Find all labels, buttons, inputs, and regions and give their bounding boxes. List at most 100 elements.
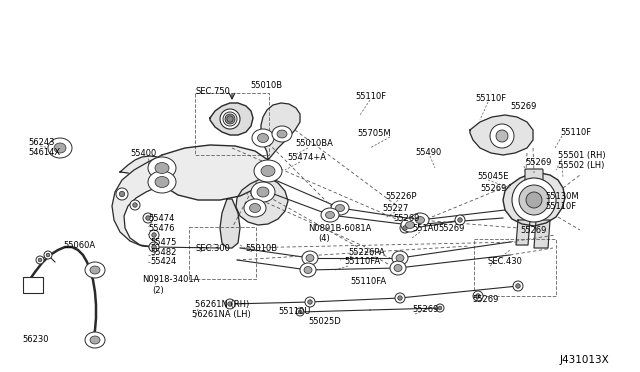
Text: (2): (2) xyxy=(152,285,164,295)
Ellipse shape xyxy=(90,266,100,274)
Circle shape xyxy=(149,242,159,252)
Text: 55476: 55476 xyxy=(148,224,175,232)
Text: 55269: 55269 xyxy=(525,157,552,167)
Polygon shape xyxy=(470,115,533,155)
Ellipse shape xyxy=(155,176,169,187)
Ellipse shape xyxy=(302,251,318,265)
Text: SEC.750: SEC.750 xyxy=(196,87,231,96)
Text: 55110F: 55110F xyxy=(545,202,576,211)
Text: SEC.430: SEC.430 xyxy=(488,257,523,266)
FancyBboxPatch shape xyxy=(23,277,43,293)
Text: N0918-3401A: N0918-3401A xyxy=(142,276,200,285)
Circle shape xyxy=(395,293,405,303)
Ellipse shape xyxy=(331,201,349,215)
Circle shape xyxy=(496,130,508,142)
Circle shape xyxy=(512,178,556,222)
Circle shape xyxy=(223,112,237,126)
Circle shape xyxy=(458,218,462,222)
Ellipse shape xyxy=(48,138,72,158)
Circle shape xyxy=(46,253,50,257)
Circle shape xyxy=(305,297,315,307)
Text: 55269: 55269 xyxy=(393,214,419,222)
Ellipse shape xyxy=(272,126,292,142)
Text: 55705M: 55705M xyxy=(357,128,390,138)
Text: 55269: 55269 xyxy=(472,295,499,305)
Circle shape xyxy=(146,216,150,220)
Circle shape xyxy=(476,294,480,298)
Ellipse shape xyxy=(390,261,406,275)
Circle shape xyxy=(298,310,302,314)
Circle shape xyxy=(132,203,137,207)
Circle shape xyxy=(225,299,235,309)
Text: 54614X: 54614X xyxy=(28,148,60,157)
Circle shape xyxy=(490,124,514,148)
Ellipse shape xyxy=(406,221,415,228)
Text: 55269: 55269 xyxy=(438,224,465,232)
Text: 56230: 56230 xyxy=(22,336,49,344)
Ellipse shape xyxy=(244,199,266,217)
Polygon shape xyxy=(503,173,565,226)
Text: 55010B: 55010B xyxy=(250,80,282,90)
Text: 55060A: 55060A xyxy=(63,241,95,250)
Text: 55474+A: 55474+A xyxy=(287,153,326,161)
Circle shape xyxy=(403,226,407,230)
Polygon shape xyxy=(236,177,288,225)
Polygon shape xyxy=(516,220,530,245)
Ellipse shape xyxy=(257,134,269,142)
Circle shape xyxy=(225,114,235,124)
Ellipse shape xyxy=(257,187,269,197)
Ellipse shape xyxy=(254,160,282,182)
Ellipse shape xyxy=(261,166,275,176)
Text: 55269: 55269 xyxy=(412,305,438,314)
Text: 55110F: 55110F xyxy=(475,93,506,103)
Text: J431013X: J431013X xyxy=(560,355,610,365)
Text: 56261NA (LH): 56261NA (LH) xyxy=(192,311,251,320)
Polygon shape xyxy=(261,103,300,160)
Ellipse shape xyxy=(396,254,404,262)
Text: 55424: 55424 xyxy=(150,257,176,266)
Text: 55045E: 55045E xyxy=(477,171,509,180)
Text: 55482: 55482 xyxy=(150,247,177,257)
Ellipse shape xyxy=(300,263,316,277)
Text: N0891B-6081A: N0891B-6081A xyxy=(308,224,371,232)
Text: 55269: 55269 xyxy=(510,102,536,110)
Circle shape xyxy=(513,281,523,291)
Circle shape xyxy=(130,200,140,210)
Circle shape xyxy=(438,306,442,310)
Text: 55475: 55475 xyxy=(150,237,177,247)
Circle shape xyxy=(149,230,159,240)
Circle shape xyxy=(436,304,444,312)
Circle shape xyxy=(227,116,233,122)
Text: 55269: 55269 xyxy=(520,225,547,234)
Polygon shape xyxy=(210,103,253,135)
Text: 55501 (RH): 55501 (RH) xyxy=(558,151,605,160)
Ellipse shape xyxy=(335,205,344,212)
Ellipse shape xyxy=(277,130,287,138)
Ellipse shape xyxy=(392,251,408,265)
Text: 55010B: 55010B xyxy=(245,244,277,253)
Polygon shape xyxy=(112,155,162,247)
Text: 55474: 55474 xyxy=(148,214,174,222)
Ellipse shape xyxy=(326,212,335,218)
Ellipse shape xyxy=(54,143,66,153)
Ellipse shape xyxy=(415,217,424,224)
FancyBboxPatch shape xyxy=(525,169,543,181)
Text: 55010BA: 55010BA xyxy=(295,138,333,148)
Circle shape xyxy=(473,291,483,301)
Ellipse shape xyxy=(304,266,312,273)
Ellipse shape xyxy=(306,254,314,262)
Circle shape xyxy=(44,251,52,259)
Ellipse shape xyxy=(85,332,105,348)
Ellipse shape xyxy=(394,264,402,272)
Text: 55227: 55227 xyxy=(382,203,408,212)
Circle shape xyxy=(152,233,156,237)
Text: 55110U: 55110U xyxy=(278,308,310,317)
Ellipse shape xyxy=(321,208,339,222)
Ellipse shape xyxy=(155,163,169,173)
Circle shape xyxy=(296,308,304,316)
Text: 55110F: 55110F xyxy=(560,128,591,137)
Text: 55502 (LH): 55502 (LH) xyxy=(558,160,604,170)
Ellipse shape xyxy=(251,182,275,202)
Text: 551A0: 551A0 xyxy=(412,224,439,232)
Circle shape xyxy=(116,188,128,200)
